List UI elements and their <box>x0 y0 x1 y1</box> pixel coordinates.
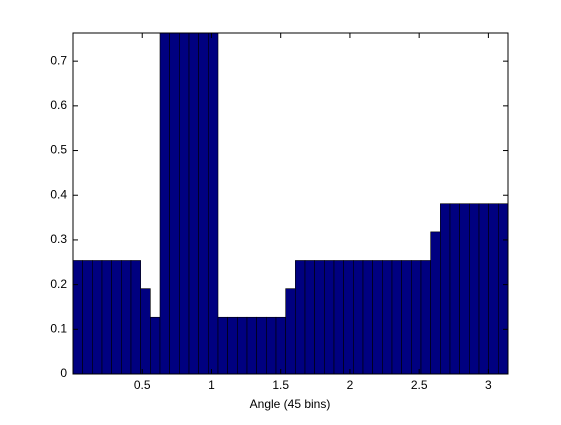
bar <box>353 260 364 375</box>
bar <box>372 260 383 375</box>
bar <box>478 203 489 375</box>
bar <box>179 32 190 375</box>
bar <box>459 203 470 375</box>
bar <box>92 260 103 375</box>
bar <box>362 260 373 375</box>
bar <box>150 316 161 375</box>
bar <box>169 32 180 375</box>
y-tick-label: 0.5 <box>50 143 67 157</box>
x-tick-label: 3 <box>485 378 492 392</box>
bar <box>72 260 83 375</box>
y-tick-label: 0.3 <box>50 232 67 246</box>
bar <box>237 316 248 375</box>
bar <box>246 316 257 375</box>
y-tick-label: 0.7 <box>50 53 67 67</box>
bar <box>401 260 412 375</box>
bar <box>208 32 219 375</box>
bar <box>391 260 402 375</box>
x-axis-label: Angle (45 bins) <box>250 397 331 411</box>
x-tick-label: 1 <box>208 378 215 392</box>
bar <box>130 260 141 375</box>
bar <box>295 260 306 375</box>
bar <box>82 260 93 375</box>
bar <box>420 260 431 375</box>
bar <box>217 316 228 375</box>
bar <box>440 203 451 375</box>
bar <box>498 203 509 375</box>
bar <box>285 288 296 375</box>
bar <box>382 260 393 375</box>
y-tick-label: 0.2 <box>50 277 67 291</box>
x-tick-label: 1.5 <box>272 378 289 392</box>
bar <box>159 32 170 375</box>
bar <box>256 316 267 375</box>
bar <box>111 260 122 375</box>
y-tick-label: 0.1 <box>50 321 67 335</box>
bar <box>266 316 277 375</box>
bar <box>411 260 422 375</box>
bar <box>343 260 354 375</box>
bar <box>333 260 344 375</box>
bar <box>430 231 441 375</box>
axes-box <box>72 32 509 375</box>
bar <box>227 316 238 375</box>
bar <box>198 32 209 375</box>
bar <box>469 203 480 375</box>
bar <box>121 260 132 375</box>
bar <box>449 203 460 375</box>
y-tick-label: 0.4 <box>50 187 67 201</box>
bar <box>140 288 151 375</box>
x-tick-label: 0.5 <box>134 378 151 392</box>
y-tick-label: 0.6 <box>50 98 67 112</box>
bar <box>324 260 335 375</box>
bar <box>488 203 499 375</box>
bar <box>275 316 286 375</box>
y-tick-label: 0 <box>60 366 67 380</box>
x-tick-label: 2.5 <box>411 378 428 392</box>
bar <box>188 32 199 375</box>
bar <box>314 260 325 375</box>
bar <box>304 260 315 375</box>
x-tick-label: 2 <box>347 378 354 392</box>
bar <box>101 260 112 375</box>
